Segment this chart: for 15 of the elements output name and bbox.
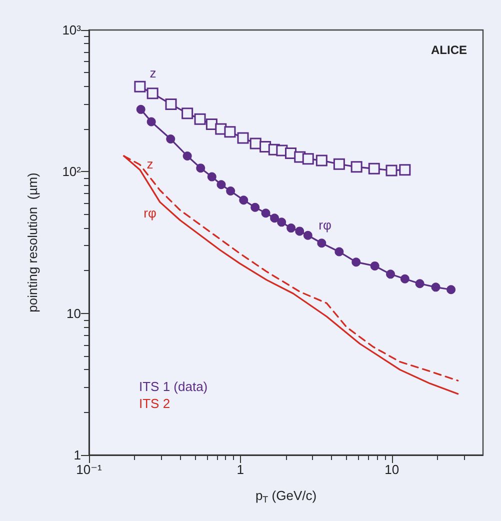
y-tick-label: 10²	[62, 164, 82, 180]
y-tick-label: 1	[74, 448, 81, 462]
text: ITS 2	[139, 396, 170, 411]
y-tick-label: 10	[66, 306, 81, 321]
x-tick-label: 10	[384, 462, 400, 477]
y-tick-label: 10³	[62, 22, 82, 38]
annotation: ALICE	[431, 43, 467, 57]
annotation: z	[150, 66, 156, 80]
annotation: rφ	[144, 206, 156, 220]
x-tick-label: 10⁻¹	[76, 462, 102, 477]
annotation: z	[146, 156, 154, 172]
y-axis-title: pointing resolution (µm)	[25, 172, 40, 312]
annotation: rφ	[318, 218, 332, 232]
text: ITS 1 (data)	[139, 379, 208, 394]
x-tick-label: 1	[236, 462, 244, 477]
